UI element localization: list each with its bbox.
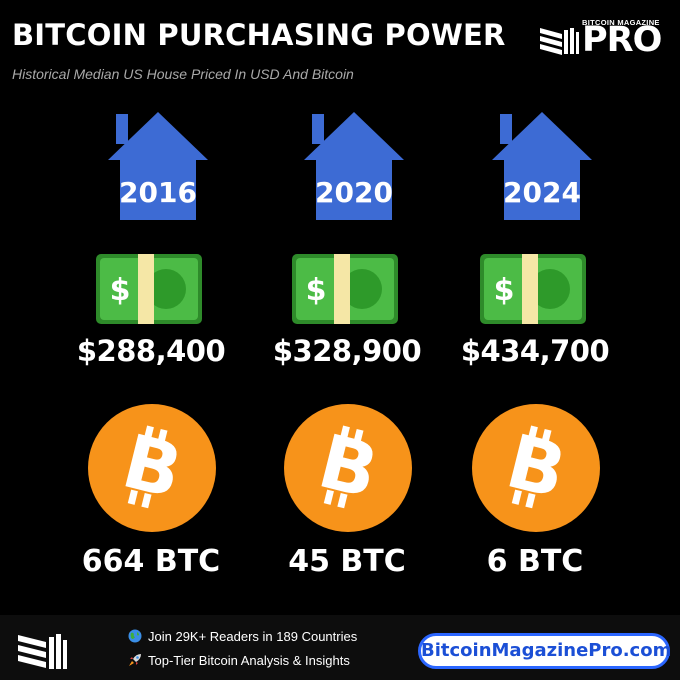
bitcoin-coin-icon: B — [88, 404, 216, 532]
page-title: BITCOIN PURCHASING POWER — [12, 18, 506, 52]
usd-price: $434,700 — [460, 334, 610, 368]
svg-text:$: $ — [306, 273, 327, 308]
svg-text:$: $ — [494, 273, 515, 308]
website-link-button[interactable]: BitcoinMagazinePro.com — [418, 633, 671, 669]
btc-amount: 6 BTC — [486, 544, 584, 579]
usd-price: $328,900 — [272, 334, 422, 368]
footer-readers: Join 29K+ Readers in 189 Countries — [128, 629, 357, 644]
rocket-icon — [128, 653, 144, 668]
btc-amount: 664 BTC — [81, 544, 221, 579]
year-label: 2024 — [503, 176, 581, 209]
bitcoin-coin-icon: B — [284, 404, 412, 532]
money-bill-icon: $ — [96, 254, 202, 324]
column-2020: 2020 $ $328,900 B 45 BTC — [273, 0, 462, 600]
money-bill-icon: $ — [480, 254, 586, 324]
footer-readers-text: Join 29K+ Readers in 189 Countries — [148, 629, 358, 644]
house-icon — [492, 112, 592, 220]
footer-analysis-text: Top-Tier Bitcoin Analysis & Insights — [148, 653, 350, 668]
svg-text:$: $ — [110, 273, 131, 308]
footer-logo-icon — [18, 634, 67, 669]
column-2016: 2016 $ $288,400 B 664 BTC — [77, 0, 266, 600]
year-label: 2016 — [119, 176, 197, 209]
globe-icon — [128, 629, 144, 644]
column-2024: 2024 $ $434,700 B 6 BTC — [461, 0, 650, 600]
brand-bars-icon — [540, 28, 579, 55]
usd-price: $288,400 — [76, 334, 226, 368]
house-icon — [108, 112, 208, 220]
house-icon — [304, 112, 404, 220]
brand-logo: BITCOIN MAGAZINE PRO — [540, 18, 672, 60]
footer-analysis: Top-Tier Bitcoin Analysis & Insights — [128, 653, 350, 668]
year-label: 2020 — [315, 176, 393, 209]
brand-small-text: BITCOIN MAGAZINE — [582, 18, 660, 27]
money-bill-icon: $ — [292, 254, 398, 324]
bitcoin-coin-icon: B — [472, 404, 600, 532]
page-subtitle: Historical Median US House Priced In USD… — [12, 66, 354, 82]
footer: Join 29K+ Readers in 189 Countries Top-T… — [0, 615, 680, 680]
brand-pro-text: PRO — [582, 20, 662, 60]
btc-amount: 45 BTC — [288, 544, 406, 579]
